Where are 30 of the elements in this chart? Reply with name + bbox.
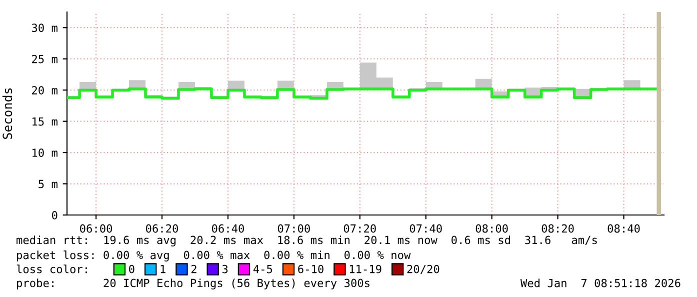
x-tick-label: 08:40 bbox=[608, 224, 640, 233]
y-tick-label: 15 m bbox=[32, 117, 58, 126]
text: median rtt: 19.6 ms avg 20.2 ms max 18.6 ms min 20.1 ms now 0.6 ms sd 31.6 am/s bbox=[16, 236, 597, 246]
x-tick-label: 07:40 bbox=[410, 224, 442, 233]
legend-label: 4-5 bbox=[253, 264, 272, 274]
y-tick-label: 30 m bbox=[32, 24, 58, 32]
x-tick-label: 08:00 bbox=[476, 224, 508, 233]
x-tick-label: 07:00 bbox=[278, 224, 310, 233]
legend-label: 3 bbox=[222, 264, 228, 274]
text: packet loss: 0.00 % avg 0.00 % max 0.00 % min 0.00 % now bbox=[17, 250, 411, 262]
legend-label: 1 bbox=[160, 264, 166, 274]
x-tick-label: 08:20 bbox=[542, 224, 574, 233]
x-tick-label: 06:20 bbox=[146, 224, 178, 233]
y-tick-label: 20 m bbox=[32, 86, 58, 94]
legend-label: 20/20 bbox=[407, 264, 440, 274]
y-tick-label: 0 bbox=[52, 211, 58, 220]
legend-title: loss color: bbox=[16, 264, 87, 274]
legend-label: 6-10 bbox=[298, 264, 324, 274]
text: probe: 20 ICMP Echo Pings (56 Bytes) every 300s bbox=[17, 278, 370, 290]
x-tick-label: 07:20 bbox=[344, 224, 376, 233]
legend-label: 11-19 bbox=[350, 264, 382, 274]
text: Wed Jan 7 08:51:18 2026 bbox=[520, 278, 680, 288]
legend-label: 0 bbox=[129, 264, 134, 274]
y-tick-label: 5 m bbox=[38, 180, 58, 188]
y-tick-label: 10 m bbox=[32, 148, 58, 157]
y-axis-title: Seconds bbox=[2, 88, 12, 139]
x-tick-label: 06:40 bbox=[212, 224, 244, 233]
y-tick-label: 25 m bbox=[32, 54, 58, 64]
legend-label: 2 bbox=[191, 264, 196, 274]
x-tick-label: 06:00 bbox=[80, 224, 112, 233]
